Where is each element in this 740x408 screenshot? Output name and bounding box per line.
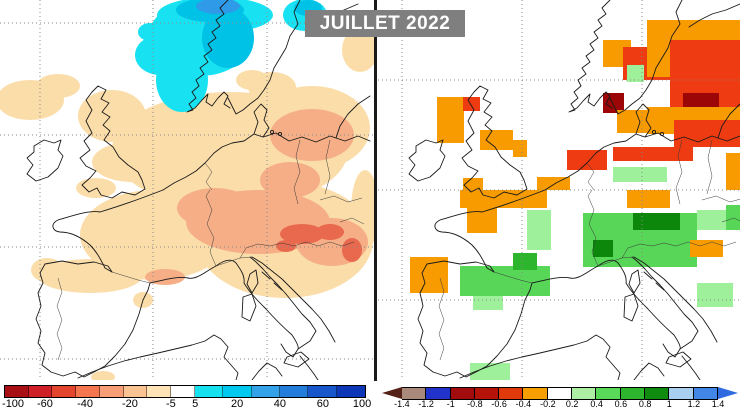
anomaly-cell — [410, 257, 448, 293]
tick-label: -60 — [36, 398, 53, 408]
colorbar-segment — [547, 387, 573, 400]
anomaly-cell — [627, 65, 644, 82]
colorbar-segment — [523, 387, 548, 400]
colorbar-segment — [596, 387, 621, 400]
colorbar-segment — [195, 386, 224, 397]
tick-label: 20 — [231, 398, 244, 408]
colorbar-segment — [28, 386, 53, 397]
anomaly-cell — [683, 93, 719, 110]
month-title: JUILLET 2022 — [305, 10, 465, 37]
anomaly-cell — [473, 296, 503, 310]
tick-label: -100 — [2, 398, 25, 408]
anomaly-cell — [697, 283, 733, 307]
anomaly-cell — [697, 210, 727, 230]
anomaly-cell — [633, 213, 680, 230]
colorbar-segment — [280, 386, 309, 397]
tick-label: -0.2 — [540, 399, 556, 408]
tick-label: 40 — [273, 398, 286, 408]
colorbar-segment — [336, 386, 366, 397]
anomaly-cell — [726, 205, 740, 230]
colorbar-segment — [251, 386, 281, 397]
anomaly-cell — [627, 190, 670, 208]
colorbar-segment — [76, 386, 100, 397]
colorbar-segment — [669, 387, 694, 400]
anomaly-cell — [603, 93, 624, 113]
colorbar-segment — [308, 386, 337, 397]
colorbar-segment — [474, 387, 500, 400]
anomaly-cell — [726, 153, 740, 190]
anomaly-cell — [613, 147, 693, 161]
colorbar-segment — [52, 386, 77, 397]
tick-label: -40 — [77, 398, 94, 408]
tick-label: 1 — [666, 399, 672, 408]
tick-label: -1 — [446, 399, 455, 408]
precipitation-colorbar-ticks: -100 -60 -40 -20 -5 5 20 40 60 100 — [2, 398, 371, 408]
tick-label: 5 — [192, 398, 199, 408]
anomaly-cell — [480, 130, 513, 150]
tick-label: -5 — [165, 398, 176, 408]
anomaly-cell — [613, 167, 667, 182]
anomaly-cell — [674, 120, 740, 147]
anomaly-cell — [567, 150, 607, 170]
anomaly-cell — [513, 140, 527, 157]
tick-label: -0.6 — [491, 399, 507, 408]
colorbar-arrow-right — [717, 387, 738, 399]
colorbar-segment — [499, 387, 524, 400]
anomaly-cell — [527, 210, 551, 250]
temperature-colorbar — [382, 387, 738, 400]
colorbar-segment — [147, 386, 172, 397]
colorbar-segment — [620, 387, 645, 400]
anomaly-cell — [437, 97, 464, 143]
colorbar-segment — [99, 386, 124, 397]
tick-label: 1.4 — [711, 399, 725, 408]
colorbar-arrow-left — [382, 387, 402, 399]
gridlines — [0, 0, 374, 380]
colorbar-segment — [5, 386, 29, 397]
precipitation-colorbar — [4, 385, 366, 398]
colorbar-segment — [171, 386, 196, 397]
anomaly-blobs — [0, 0, 374, 380]
temperature-colorbar-ticks: -1.4 -1.2 -1 -0.8 -0.6 -0.4 -0.2 0.2 0.4 0.6 0.8 1 1… — [382, 399, 738, 408]
left-map-precipitation-anomaly — [0, 0, 374, 380]
anomaly-cells — [410, 20, 740, 380]
anomaly-cell — [617, 110, 647, 133]
colorbar-segment — [223, 386, 252, 397]
anomaly-cell — [690, 240, 723, 257]
tick-label: 60 — [316, 398, 330, 408]
anomaly-cell — [513, 253, 537, 270]
right-map-temperature-anomaly — [378, 0, 740, 380]
anomaly-cell — [460, 266, 550, 296]
colorbar-segment — [123, 386, 148, 397]
tick-label: 100 — [352, 398, 372, 408]
anomaly-cell — [593, 240, 613, 257]
tick-label: 0.6 — [614, 399, 628, 408]
colorbar-segment — [644, 387, 670, 400]
anomaly-cell — [470, 363, 510, 380]
tick-label: 0.4 — [590, 399, 603, 408]
tick-label: -20 — [122, 398, 138, 408]
colorbar-segment — [450, 387, 475, 400]
colorbar-segment — [693, 387, 718, 400]
colorbar-segment — [426, 387, 451, 400]
tick-label: 0.8 — [638, 399, 652, 408]
gridlines — [378, 0, 740, 380]
tick-label: 0.2 — [565, 399, 579, 408]
tick-label: 1.2 — [687, 399, 701, 408]
anomaly-cell — [467, 203, 497, 233]
tick-label: -0.8 — [467, 399, 483, 408]
tick-label: -1.4 — [394, 399, 410, 408]
colorbar-segment — [572, 387, 597, 400]
anomaly-cell — [463, 97, 480, 111]
colorbar-segment — [402, 387, 427, 400]
tick-label: -0.4 — [515, 399, 532, 408]
panel-divider — [374, 0, 377, 381]
tick-label: -1.2 — [418, 399, 434, 408]
